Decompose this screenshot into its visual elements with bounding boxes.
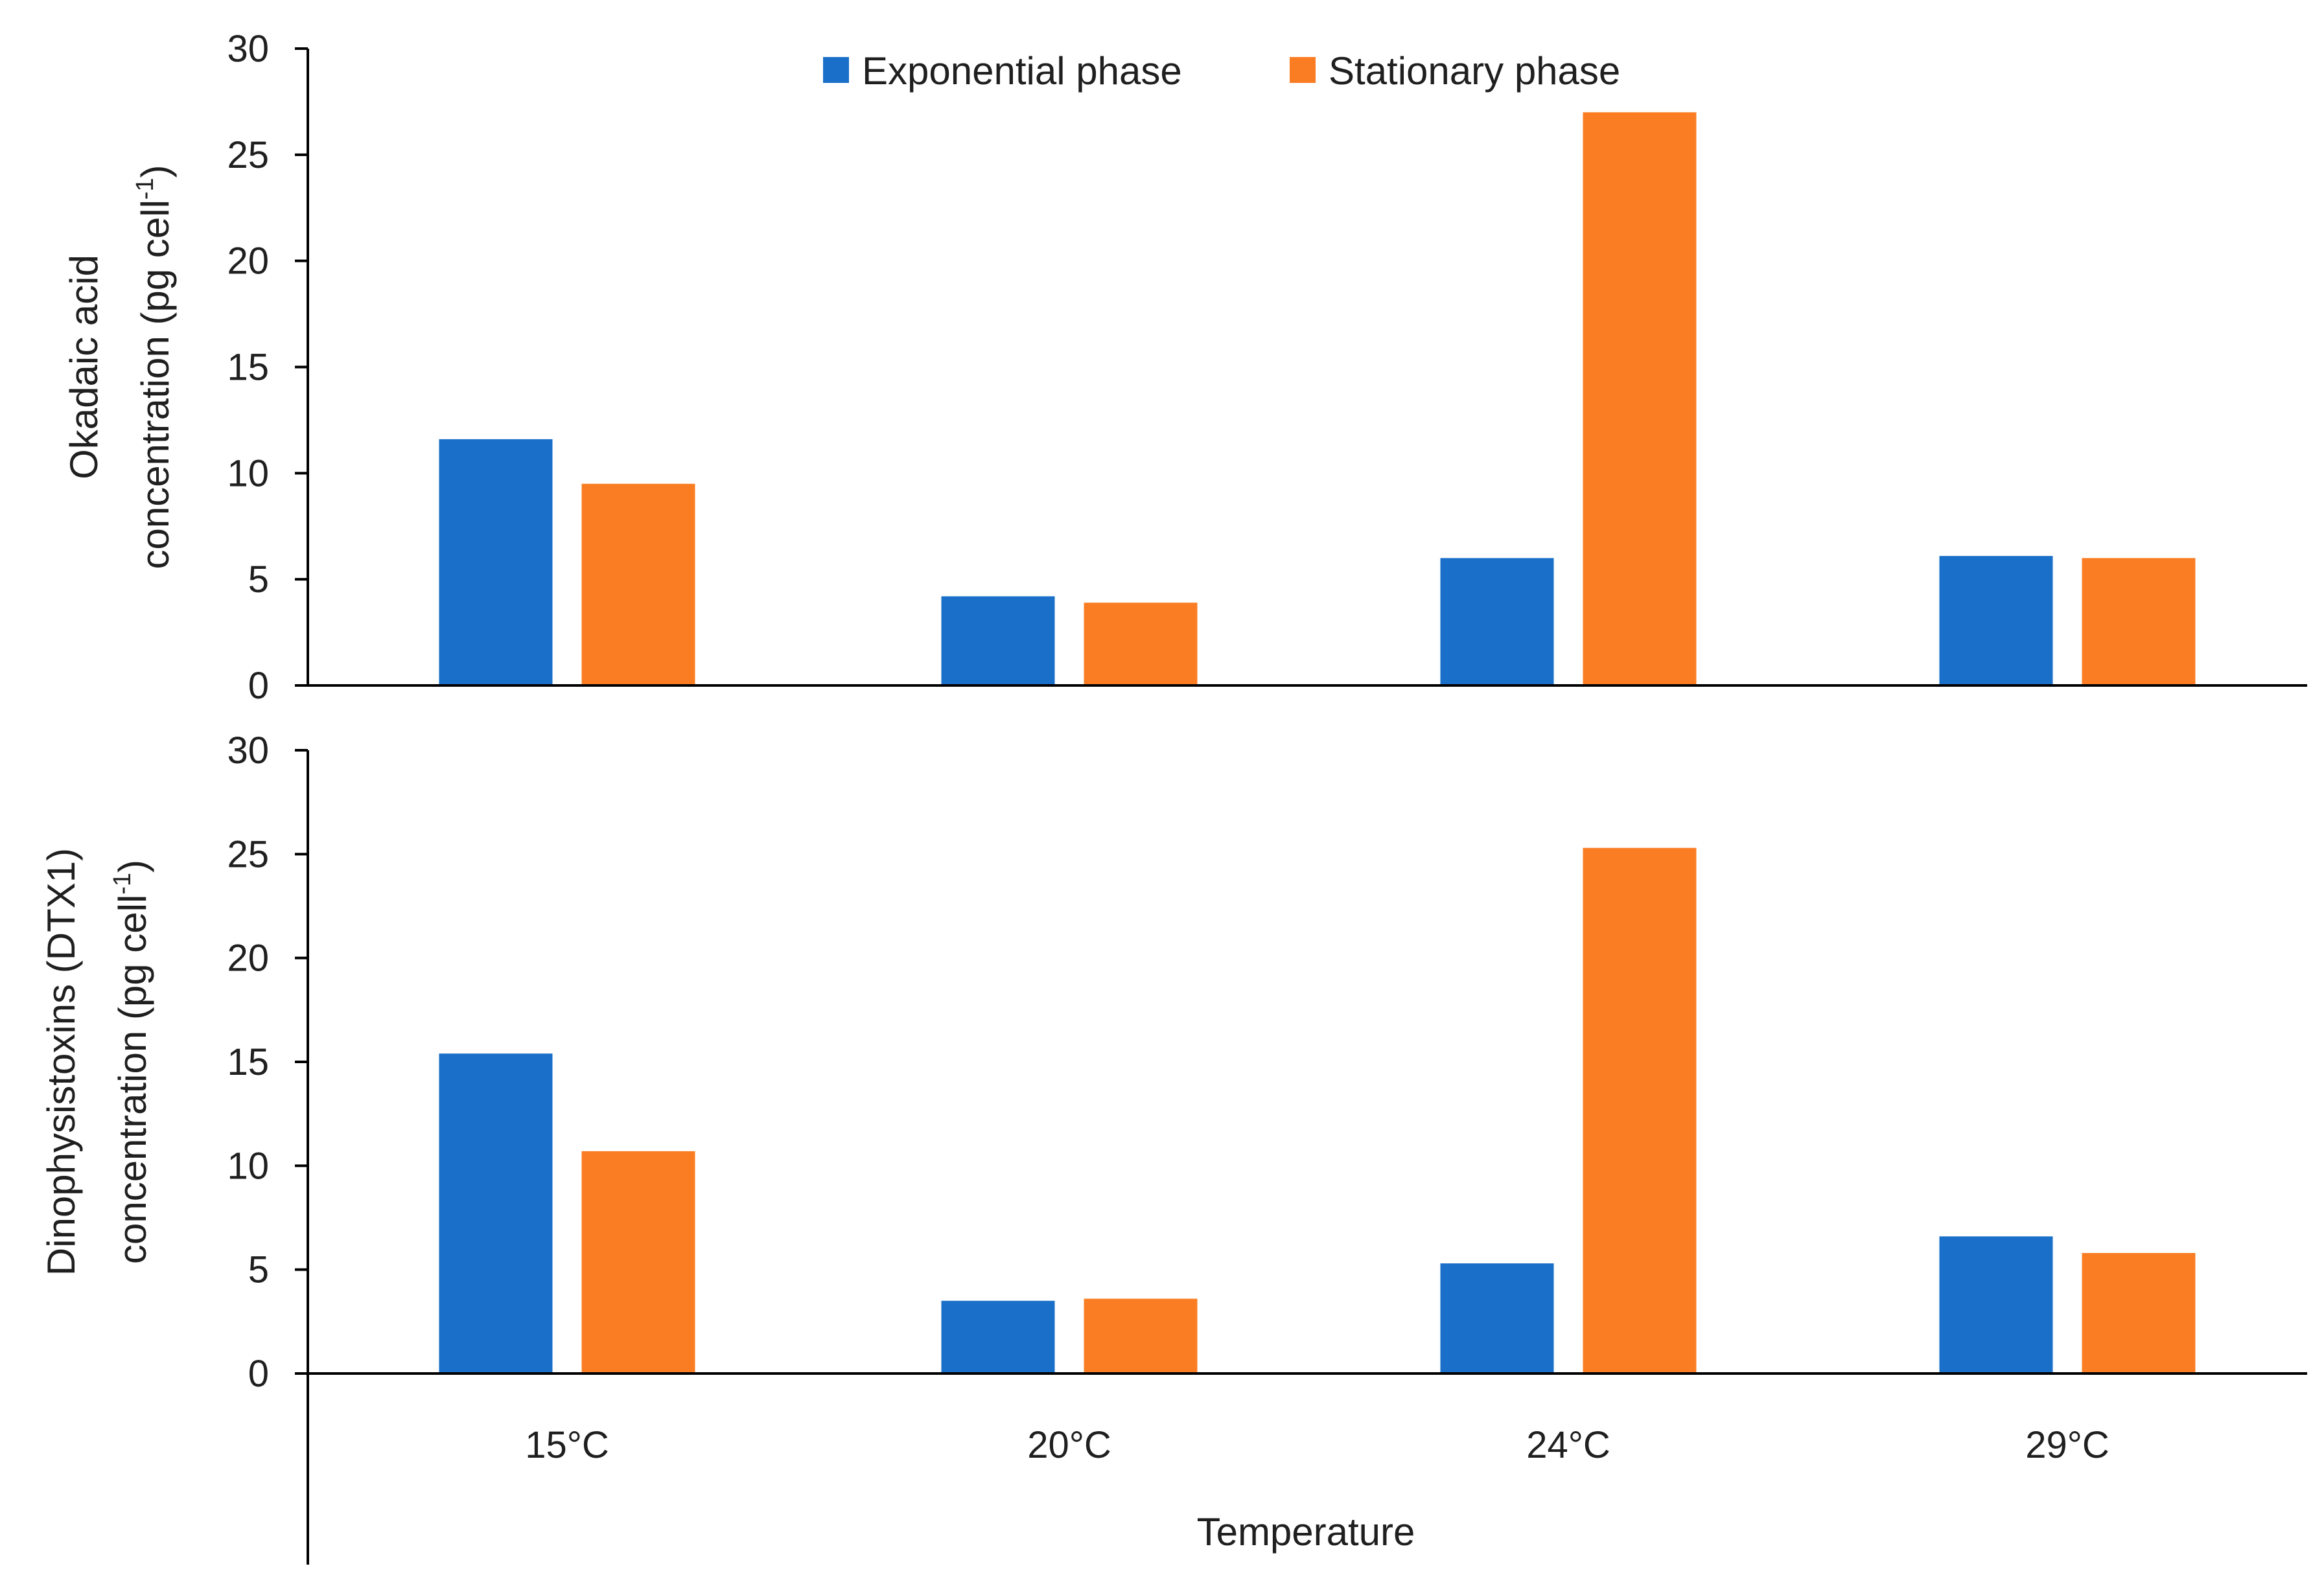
x-tick-label: 15°C (525, 1424, 609, 1466)
y-tick-label: 10 (227, 1145, 269, 1187)
exponential-bar (1440, 1263, 1554, 1373)
stationary-bar (581, 483, 695, 685)
legend: Exponential phase Stationary phase (823, 49, 1620, 93)
exponential-bar (941, 1300, 1055, 1373)
legend-swatch (1290, 57, 1316, 83)
stationary-bar (1084, 1298, 1198, 1373)
y-tick-label: 0 (248, 665, 269, 707)
y-axis-title: Okadaic acid concentration (pg cell-1) (62, 165, 177, 569)
legend-swatch (823, 57, 849, 83)
y-tick-label: 20 (227, 937, 269, 980)
x-tick-label: 29°C (2025, 1424, 2109, 1466)
exponential-bar (1939, 1236, 2053, 1373)
y-tick-label: 25 (227, 134, 269, 176)
stationary-bar (1084, 603, 1198, 685)
okadaic-acid-panel: 0 5 10 15 20 25 30 Okadaic acid concentration (p… (62, 28, 2307, 707)
stationary-bar (1583, 847, 1697, 1373)
exponential-bar (1939, 556, 2053, 685)
legend-label: Stationary phase (1329, 49, 1620, 93)
y-axis-title: Dinophysistoxins (DTX1) concentration (pg… (40, 848, 154, 1276)
exponential-bar (439, 1053, 553, 1373)
stationary-bar (1583, 112, 1697, 686)
stationary-bar (2082, 558, 2196, 685)
exponential-bar (439, 439, 553, 685)
stationary-bar (581, 1151, 695, 1373)
x-tick-label: 20°C (1027, 1424, 1111, 1466)
y-tick-label: 0 (248, 1353, 269, 1395)
y-tick-label: 15 (227, 347, 269, 389)
y-tick-label: 30 (227, 28, 269, 70)
dtx1-panel: 0 5 10 15 20 25 30 Dinophysistoxins (DTX1) conce… (40, 730, 2307, 1395)
y-tick-label: 15 (227, 1041, 269, 1083)
y-tick-label: 10 (227, 452, 269, 494)
y-tick-label: 20 (227, 240, 269, 282)
y-tick-label: 30 (227, 730, 269, 772)
x-axis-title: Temperature (1197, 1510, 1415, 1554)
stationary-bar (2082, 1253, 2196, 1373)
x-tick-label: 24°C (1526, 1424, 1610, 1466)
exponential-bar (941, 596, 1055, 685)
y-tick-label: 5 (248, 1249, 269, 1291)
y-tick-label: 5 (248, 558, 269, 601)
legend-label: Exponential phase (862, 49, 1182, 93)
y-tick-label: 25 (227, 833, 269, 875)
exponential-bar (1440, 558, 1554, 685)
